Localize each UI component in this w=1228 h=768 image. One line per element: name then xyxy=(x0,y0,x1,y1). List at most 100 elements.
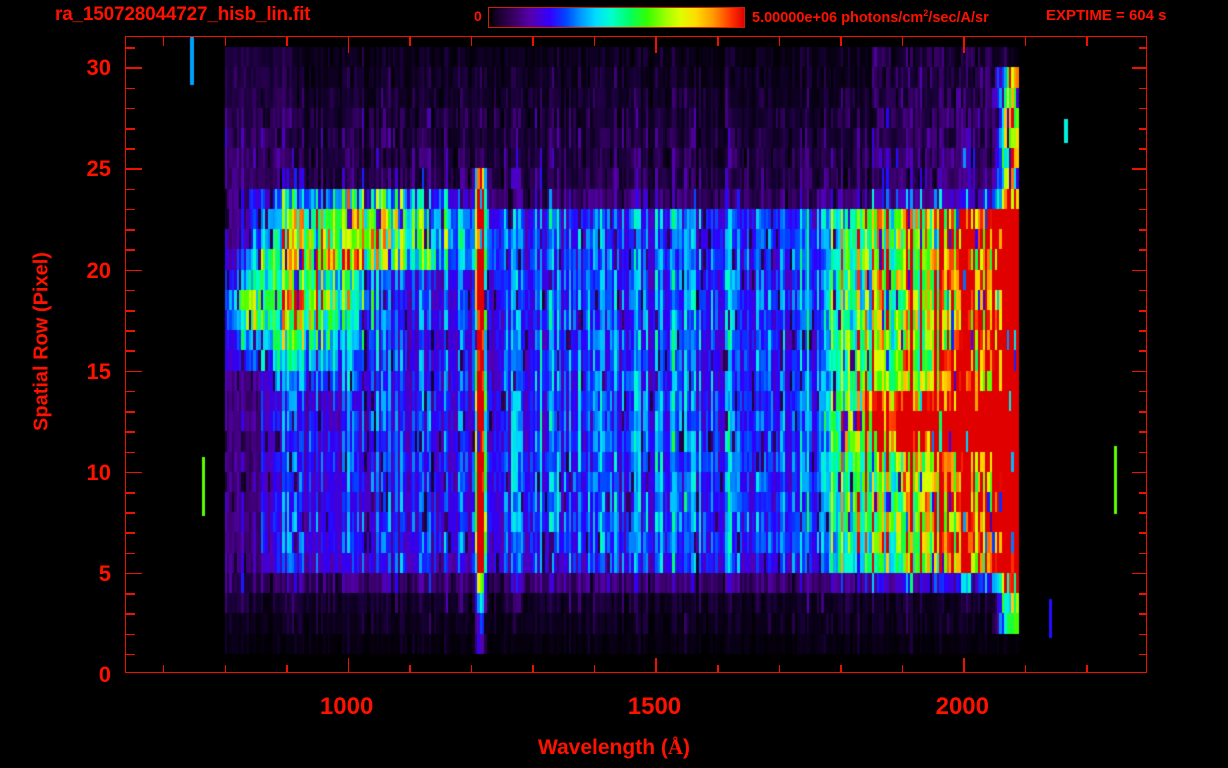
x-minor-tick-top xyxy=(286,37,288,46)
colorbar xyxy=(488,7,745,28)
page-title: ra_150728044727_hisb_lin.fit xyxy=(55,4,311,25)
angstrom-symbol: Å xyxy=(667,735,684,759)
y-minor-tick-right xyxy=(1139,208,1146,211)
x-minor-tick-top xyxy=(1024,37,1027,46)
x-major-tick-top xyxy=(655,37,657,53)
colorbar-units-post: /sec/A/sr xyxy=(928,9,989,26)
x-minor-tick-top xyxy=(470,37,473,46)
y-minor-tick xyxy=(126,289,135,292)
y-tick-label: 30 xyxy=(86,55,111,81)
y-major-tick xyxy=(126,269,142,272)
y-minor-tick xyxy=(126,148,135,150)
y-minor-tick xyxy=(126,451,135,454)
y-minor-tick xyxy=(126,249,135,251)
y-minor-tick-right xyxy=(1139,107,1146,110)
x-minor-tick-top xyxy=(593,37,596,46)
x-minor-tick-top xyxy=(778,37,781,46)
y-axis-title: Spatial Row (Pixel) xyxy=(30,252,53,431)
x-minor-tick-top xyxy=(840,37,842,46)
x-minor-tick xyxy=(717,665,719,672)
y-major-tick-right xyxy=(1132,67,1146,69)
y-minor-tick-right xyxy=(1139,552,1146,555)
colorbar-units-exponent: 2 xyxy=(923,8,929,18)
x-minor-tick xyxy=(470,665,473,672)
y-major-tick-right xyxy=(1132,471,1146,474)
y-minor-tick xyxy=(126,653,135,656)
x-major-tick-top xyxy=(963,37,965,53)
y-major-tick-right xyxy=(1132,269,1146,272)
x-minor-tick xyxy=(901,665,904,672)
y-minor-tick-right xyxy=(1139,148,1146,150)
x-major-tick xyxy=(963,658,965,672)
x-tick-label: 1500 xyxy=(627,693,682,720)
colorbar-min-label: 0 xyxy=(474,8,482,24)
y-minor-tick xyxy=(126,208,135,211)
x-minor-tick xyxy=(593,665,596,672)
x-minor-tick xyxy=(286,665,288,672)
y-minor-tick-right xyxy=(1139,411,1146,413)
x-minor-tick-top xyxy=(224,37,226,46)
y-minor-tick-right xyxy=(1139,431,1146,433)
y-major-tick xyxy=(126,168,142,170)
x-minor-tick xyxy=(840,665,842,672)
y-minor-tick-right xyxy=(1139,87,1146,90)
y-major-tick-right xyxy=(1132,370,1146,373)
x-minor-tick-top xyxy=(409,37,411,46)
y-minor-tick-right xyxy=(1139,512,1146,514)
y-major-tick-right xyxy=(1132,168,1146,170)
colorbar-max-label: 5.00000e+06 photons/cm2/sec/A/sr xyxy=(752,8,989,26)
x-minor-tick-top xyxy=(1086,37,1088,46)
x-major-tick-top xyxy=(347,37,350,53)
y-tick-label: 0 xyxy=(98,662,111,687)
y-minor-tick xyxy=(126,532,135,534)
y-minor-tick-right xyxy=(1139,47,1146,49)
x-minor-tick xyxy=(778,665,781,672)
x-tick-label: 1000 xyxy=(319,693,374,720)
y-minor-tick xyxy=(126,350,135,352)
y-minor-tick-right xyxy=(1139,289,1146,292)
y-minor-tick xyxy=(126,552,135,555)
x-major-tick xyxy=(655,658,657,672)
y-minor-tick-right xyxy=(1139,330,1146,332)
y-major-tick xyxy=(126,572,142,575)
y-major-tick xyxy=(126,67,142,69)
y-minor-tick xyxy=(126,330,135,332)
y-tick-label: 10 xyxy=(86,459,111,485)
y-major-tick-right xyxy=(1132,572,1146,575)
y-minor-tick xyxy=(126,188,135,191)
x-tick-label: 2000 xyxy=(935,693,989,720)
y-minor-tick xyxy=(126,87,135,90)
colorbar-units-pre: photons/cm xyxy=(837,9,924,26)
x-minor-tick xyxy=(224,665,226,672)
exptime-label: EXPTIME = 604 s xyxy=(1046,7,1167,24)
y-major-tick xyxy=(126,370,142,373)
y-major-tick xyxy=(126,471,142,474)
spectrogram-image xyxy=(126,37,1146,672)
y-minor-tick xyxy=(126,47,135,49)
y-minor-tick xyxy=(126,229,135,231)
y-tick-label: 20 xyxy=(86,257,111,283)
y-minor-tick-right xyxy=(1139,128,1146,130)
y-tick-label: 15 xyxy=(86,358,111,384)
y-minor-tick-right xyxy=(1139,310,1146,312)
x-major-tick xyxy=(347,658,350,672)
y-minor-tick xyxy=(126,411,135,413)
y-minor-tick xyxy=(126,613,135,615)
x-axis-title: Wavelength (Å) xyxy=(537,735,691,759)
y-minor-tick xyxy=(126,310,135,312)
y-minor-tick xyxy=(126,512,135,514)
x-minor-tick xyxy=(532,665,534,672)
y-minor-tick xyxy=(126,492,135,494)
x-minor-tick xyxy=(162,665,165,672)
y-minor-tick-right xyxy=(1139,492,1146,494)
y-tick-label: 5 xyxy=(98,560,111,586)
y-minor-tick-right xyxy=(1139,653,1146,656)
x-minor-tick-top xyxy=(162,37,165,46)
y-minor-tick xyxy=(126,431,135,433)
y-minor-tick-right xyxy=(1139,249,1146,251)
y-minor-tick-right xyxy=(1139,593,1146,595)
y-minor-tick xyxy=(126,107,135,110)
y-tick-label: 25 xyxy=(86,156,111,182)
colorbar-max-value: 5.00000e+06 xyxy=(752,9,838,26)
